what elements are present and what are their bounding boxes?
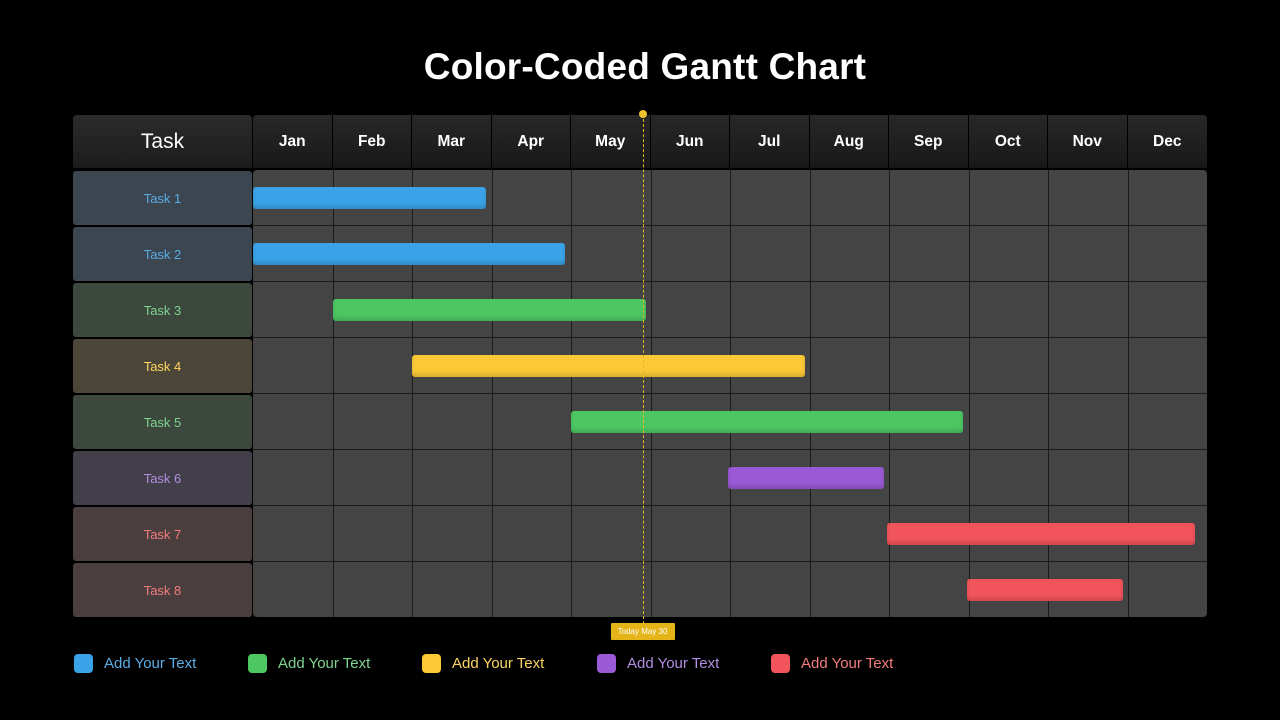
task-label-4: Task 4 (73, 339, 252, 393)
task-bar-8[interactable] (966, 579, 1123, 601)
task-label-7: Task 7 (73, 507, 252, 561)
gantt-grid (253, 170, 1207, 617)
month-header-may: May (571, 115, 651, 168)
today-marker-line (642, 114, 644, 624)
month-header-apr: Apr (492, 115, 571, 168)
legend-label: Add Your Text (801, 654, 894, 672)
today-marker-label: Today May 30 (610, 623, 675, 640)
grid-horizontal-line (253, 505, 1207, 506)
month-header-jan: Jan (253, 115, 333, 168)
legend-swatch (771, 653, 790, 673)
legend-label: Add Your Text (104, 654, 197, 672)
task-bar-7[interactable] (887, 523, 1196, 545)
task-column-header: Task (73, 115, 252, 168)
month-header-jun: Jun (651, 115, 730, 168)
legend-item-3: Add Your Text (422, 652, 544, 674)
month-header-jul: Jul (730, 115, 810, 168)
month-header-sep: Sep (889, 115, 969, 168)
task-label-6: Task 6 (73, 451, 252, 505)
task-label-2: Task 2 (73, 227, 252, 281)
task-bar-6[interactable] (728, 467, 885, 489)
legend-swatch (422, 653, 441, 673)
month-header-dec: Dec (1153, 132, 1182, 150)
month-header-nov: Nov (1048, 115, 1128, 168)
legend-item-1: Add Your Text (74, 652, 196, 674)
grid-horizontal-line (253, 337, 1207, 338)
month-header-oct: Oct (969, 115, 1048, 168)
grid-horizontal-line (253, 393, 1207, 394)
legend-label: Add Your Text (452, 654, 545, 672)
legend-swatch (74, 653, 93, 673)
month-header-aug: Aug (810, 115, 889, 168)
month-header-feb: Feb (333, 115, 412, 168)
task-bar-4[interactable] (412, 355, 805, 377)
grid-horizontal-line (253, 281, 1207, 282)
chart-title: Color-Coded Gantt Chart (423, 46, 867, 87)
legend-item-5: Add Your Text (771, 652, 893, 674)
task-label-8: Task 8 (73, 563, 252, 617)
task-label-3: Task 3 (73, 283, 252, 337)
today-marker-dot (638, 110, 647, 118)
grid-horizontal-line (253, 561, 1207, 562)
legend-label: Add Your Text (627, 654, 720, 672)
month-header-row: Jan Feb Mar Apr May Jun Jul Aug Sep Oct Nov Dec (253, 115, 1207, 168)
task-bar-5[interactable] (571, 411, 963, 433)
task-bar-1[interactable] (253, 187, 486, 209)
legend-item-4: Add Your Text (597, 652, 719, 674)
legend-swatch (248, 653, 267, 673)
task-bar-3[interactable] (332, 299, 646, 321)
month-header-mar: Mar (412, 115, 492, 168)
task-label-5: Task 5 (73, 395, 252, 449)
task-label-1: Task 1 (73, 171, 252, 225)
task-bar-2[interactable] (253, 243, 566, 265)
legend-label: Add Your Text (278, 654, 371, 672)
grid-horizontal-line (253, 449, 1207, 450)
legend-swatch (597, 653, 616, 673)
legend-item-2: Add Your Text (248, 652, 370, 674)
grid-horizontal-line (253, 225, 1207, 226)
